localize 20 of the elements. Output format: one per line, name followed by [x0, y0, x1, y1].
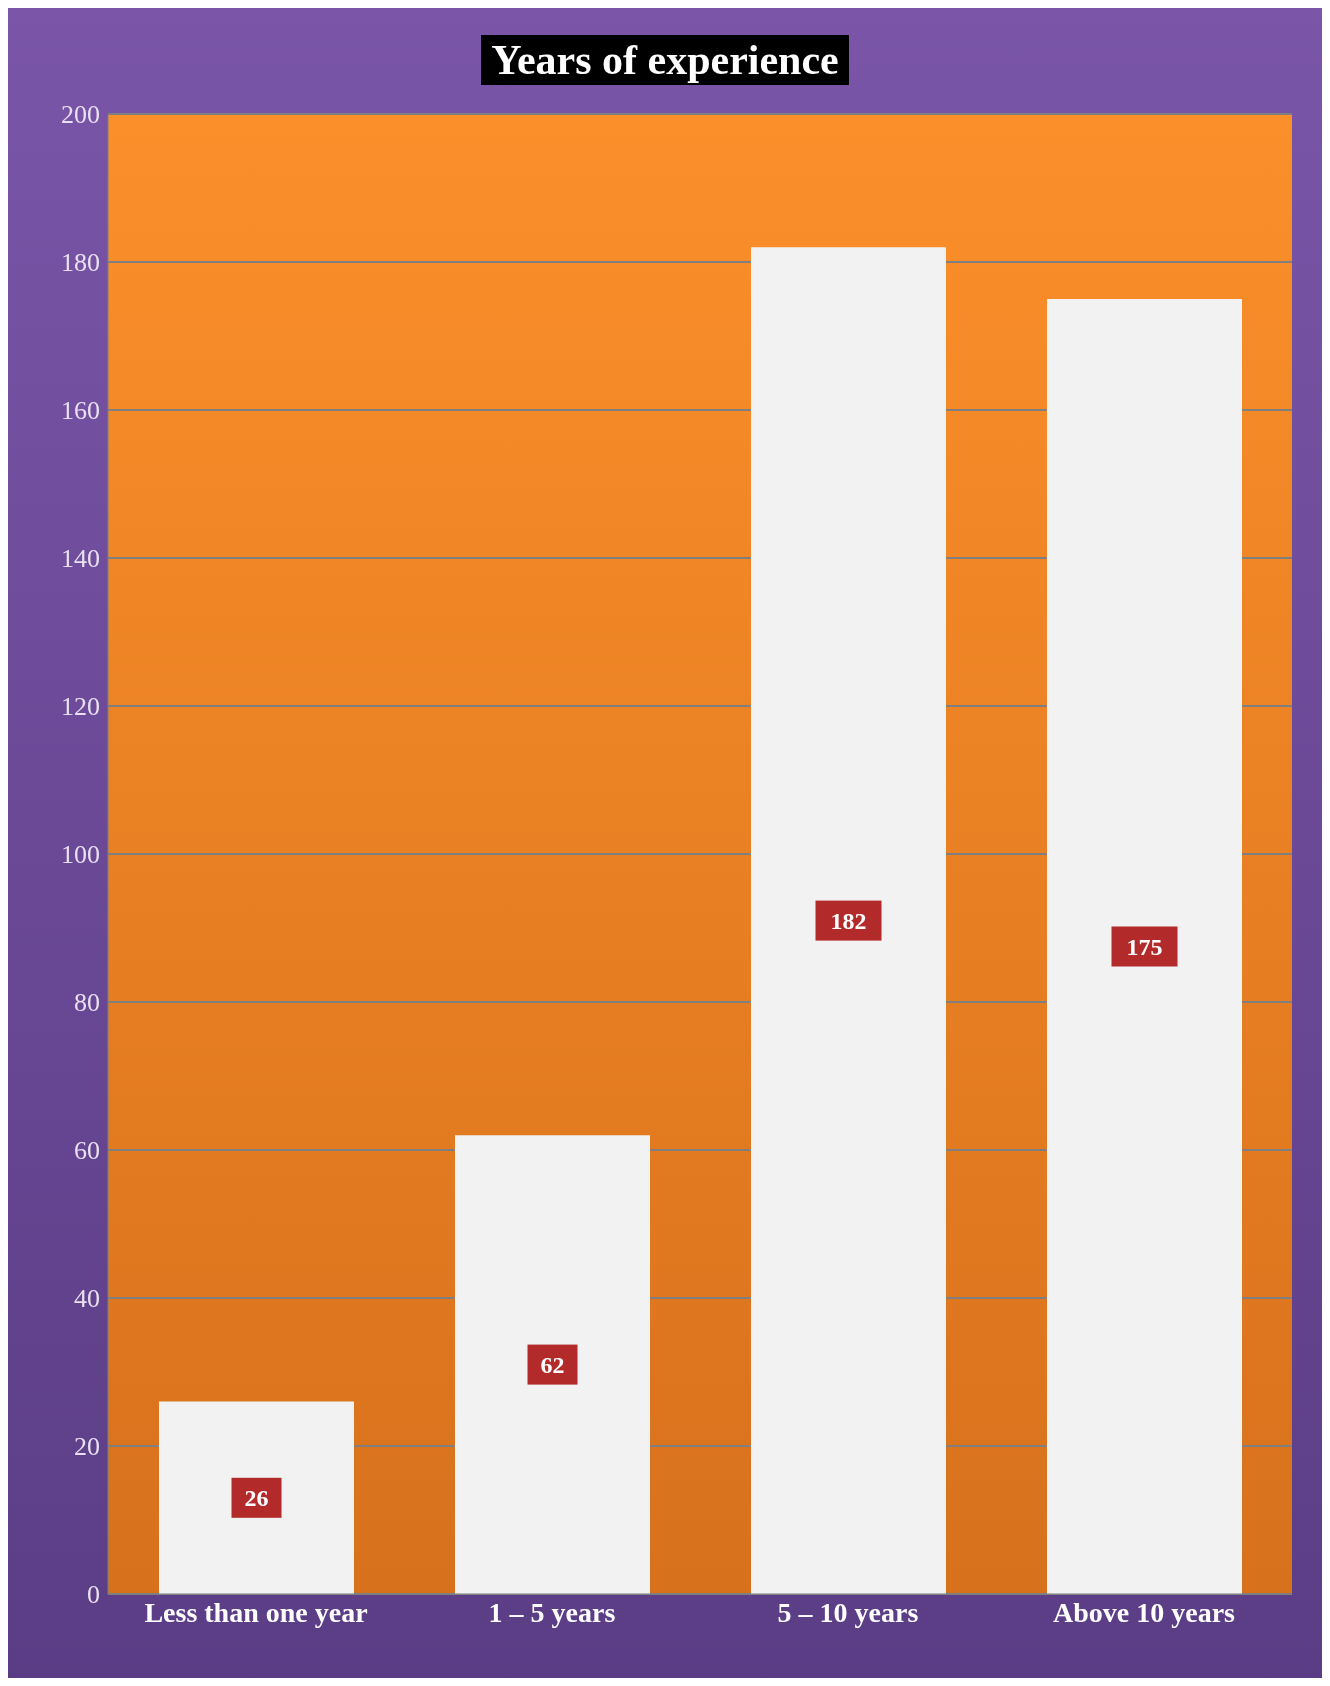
data-label: 182	[830, 907, 867, 934]
chart-title: Years of experience	[481, 35, 849, 85]
x-tick-label: 5 – 10 years	[777, 1596, 919, 1628]
y-tick-label: 180	[61, 248, 100, 278]
data-label: 175	[1126, 933, 1163, 960]
x-tick-label: 1 – 5 years	[488, 1596, 616, 1628]
data-label: 26	[244, 1484, 269, 1511]
y-tick-label: 140	[61, 544, 100, 574]
y-tick-label: 120	[61, 692, 100, 722]
y-tick-label: 160	[61, 396, 100, 426]
y-tick-label: 200	[61, 100, 100, 130]
y-tick-label: 80	[74, 988, 100, 1018]
y-tick-label: 20	[74, 1432, 100, 1462]
x-tick-label: Above 10 years	[1053, 1596, 1236, 1628]
y-tick-label: 60	[74, 1136, 100, 1166]
x-tick-label: Less than one year	[144, 1596, 368, 1628]
y-tick-label: 40	[74, 1284, 100, 1314]
data-label: 62	[540, 1351, 565, 1378]
y-tick-label: 0	[87, 1580, 100, 1610]
y-tick-label: 100	[61, 840, 100, 870]
